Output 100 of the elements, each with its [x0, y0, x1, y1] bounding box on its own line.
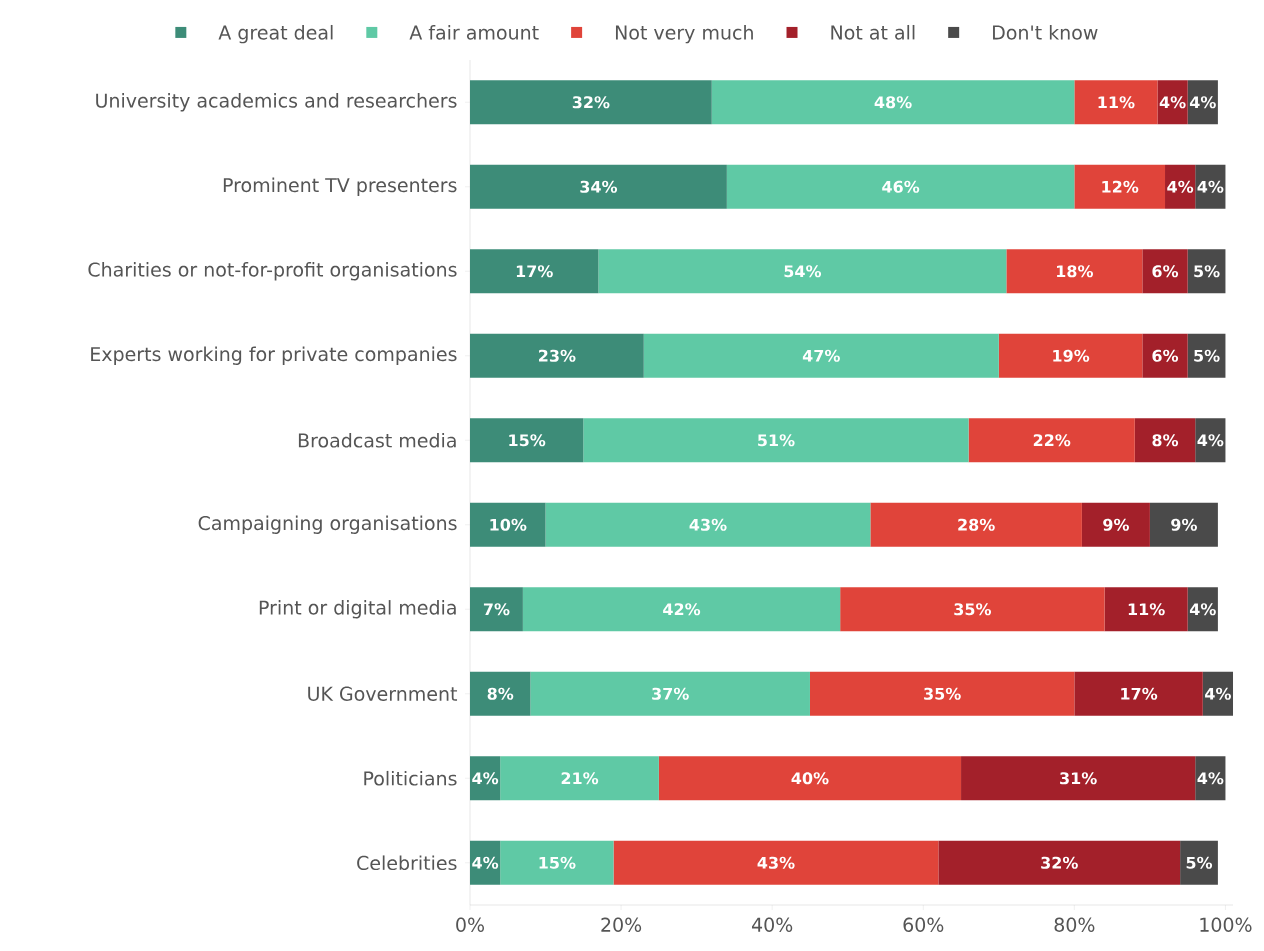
legend-label: Don't know — [993, 24, 1098, 40]
bar — [1165, 164, 1196, 209]
data-label: 4% — [1205, 687, 1231, 700]
y-tick-label: UK Government — [308, 686, 458, 701]
bar — [613, 840, 939, 885]
data-label: 40% — [791, 772, 829, 785]
x-tick-label: 80% — [1054, 917, 1095, 932]
data-label: 17% — [1121, 687, 1158, 700]
data-label: 4% — [1197, 180, 1224, 193]
y-tick-label: Celebrities — [357, 855, 457, 871]
bar — [470, 671, 531, 716]
data-label: 31% — [1060, 772, 1097, 785]
data-label: 4% — [1189, 96, 1216, 109]
bar — [961, 756, 1196, 801]
data-label: 18% — [1057, 265, 1094, 278]
data-label: 5% — [1194, 349, 1220, 362]
bar — [1074, 164, 1166, 209]
bar — [1187, 333, 1226, 378]
data-label: 32% — [1041, 856, 1078, 869]
data-label: 34% — [580, 180, 618, 193]
data-label: 9% — [1103, 518, 1129, 531]
data-label: 4% — [472, 856, 499, 869]
bar — [643, 333, 999, 378]
data-label: 9% — [1171, 518, 1197, 531]
legend-label: Not at all — [831, 24, 915, 40]
bar — [1134, 418, 1196, 463]
data-label: 19% — [1053, 349, 1090, 362]
bar — [658, 756, 962, 801]
bar — [522, 587, 841, 632]
data-label: 48% — [874, 96, 912, 109]
data-label: 12% — [1102, 180, 1139, 193]
bar — [1074, 671, 1203, 716]
bar — [470, 418, 584, 463]
data-label: 6% — [1152, 349, 1179, 362]
y-tick-label: Politicians — [364, 770, 457, 786]
data-label: 4% — [1197, 434, 1224, 447]
data-label: 4% — [1159, 96, 1186, 109]
bar — [598, 249, 1007, 294]
bar — [840, 587, 1105, 632]
x-tick-label: 100% — [1200, 917, 1252, 932]
data-label: 8% — [487, 687, 514, 700]
bar — [968, 418, 1135, 463]
legend-label: Not very much — [615, 24, 753, 44]
y-tick-label: Prominent TV presenters — [223, 177, 457, 196]
data-label: 35% — [954, 603, 992, 616]
bar — [1157, 80, 1188, 125]
bar — [870, 502, 1082, 547]
data-label: 5% — [1186, 856, 1213, 869]
x-tick-label: 40% — [751, 917, 793, 932]
bar — [500, 840, 614, 885]
bar — [470, 587, 523, 632]
data-label: 11% — [1128, 603, 1165, 616]
y-tick-label: Campaigning organisations — [198, 515, 457, 534]
data-label: 11% — [1098, 96, 1135, 109]
data-label: 10% — [490, 518, 527, 531]
data-label: 51% — [758, 434, 795, 447]
bar — [530, 671, 810, 716]
y-tick-label: Charities or not-for-profit organisations — [88, 262, 457, 281]
y-tick-label: Print or digital media — [259, 600, 456, 619]
data-label: 4% — [472, 772, 499, 785]
data-label: 7% — [483, 603, 510, 616]
bar — [809, 671, 1075, 716]
bar — [1180, 840, 1218, 885]
x-tick-label: 0% — [456, 917, 485, 932]
data-label: 22% — [1033, 434, 1071, 447]
data-label: 15% — [539, 856, 576, 869]
legend-label: A fair amount — [409, 24, 539, 40]
data-label: 23% — [539, 349, 576, 362]
y-tick-label: Experts working for private companies — [91, 346, 457, 365]
bar — [726, 164, 1075, 209]
bar — [1104, 587, 1188, 632]
bar — [998, 333, 1143, 378]
data-label: 32% — [572, 96, 610, 109]
y-tick-label: Broadcast media — [298, 432, 456, 448]
data-label: 17% — [516, 265, 553, 278]
bar — [1142, 249, 1188, 294]
data-label: 5% — [1194, 265, 1220, 278]
bar — [500, 756, 659, 801]
data-label: 8% — [1152, 434, 1179, 447]
data-label: 6% — [1152, 265, 1179, 278]
bar — [1074, 80, 1158, 125]
data-label: 4% — [1189, 603, 1216, 616]
bar — [470, 249, 599, 294]
bar — [470, 502, 546, 547]
bar — [545, 502, 871, 547]
data-label: 47% — [802, 349, 840, 362]
data-label: 43% — [689, 518, 727, 531]
bar — [1142, 333, 1188, 378]
data-label: 4% — [1167, 180, 1194, 193]
bar — [470, 164, 727, 209]
data-label: 43% — [757, 856, 795, 869]
bar — [938, 840, 1181, 885]
data-label: 42% — [663, 603, 701, 616]
bar — [470, 80, 712, 125]
data-label: 35% — [924, 687, 961, 700]
bar — [583, 418, 969, 463]
x-tick-label: 20% — [601, 917, 642, 932]
bar — [1187, 249, 1226, 294]
data-label: 21% — [561, 772, 599, 785]
y-tick-label: University academics and researchers — [96, 93, 457, 112]
